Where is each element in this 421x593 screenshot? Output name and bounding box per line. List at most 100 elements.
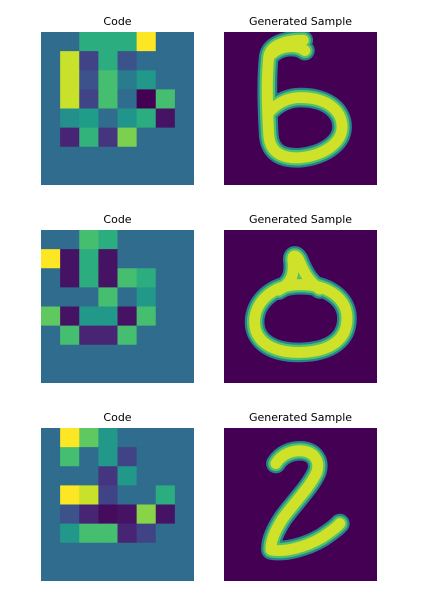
code-cell [60,504,80,525]
code-cell [174,542,194,563]
code-cell [98,127,119,148]
code-cell [79,363,99,383]
code-title: Code [103,213,132,226]
code-cell [174,363,194,383]
code-cell [60,127,80,148]
code-cell [117,32,138,52]
code-cell [155,363,176,383]
code-cell [174,146,194,167]
code-cell [174,108,194,129]
code-cell [136,108,157,129]
code-cell [98,146,119,167]
code-cell [174,344,194,365]
code-cell [41,363,61,383]
code-cell [60,428,80,448]
code-cell [174,70,194,90]
code-cell [98,230,119,250]
code-cell [79,165,99,185]
code-cell [79,344,99,365]
code-cell [41,447,61,467]
code-cell [60,466,80,486]
code-cell [155,108,176,129]
code-cell [117,51,138,71]
code-cell [136,306,157,327]
code-cell [174,561,194,581]
code-cell [60,70,80,90]
code-cell [79,561,99,581]
code-cell [136,287,157,308]
code-cell [79,447,99,467]
code-cell [155,344,176,365]
code-cell [98,70,119,90]
code-cell [136,363,157,383]
code-cell [174,428,194,448]
code-cell [174,523,194,544]
code-cell [136,523,157,544]
code-cell [174,287,194,308]
code-cell [174,447,194,467]
code-cell [155,287,176,308]
code-cell [98,363,119,383]
digit-stroke [265,445,346,556]
code-cell [155,32,176,52]
code-cell [41,249,61,269]
code-cell [98,108,119,129]
code-cell [41,466,61,486]
code-cell [98,542,119,563]
code-cell [117,249,138,269]
code-cell [98,249,119,269]
code-cell [60,523,80,544]
code-cell [155,89,176,110]
code-cell [117,325,138,346]
code-cell [98,165,119,185]
code-cell [117,230,138,250]
code-cell [174,485,194,506]
code-cell [79,70,99,90]
code-cell [136,428,157,448]
code-cell [41,325,61,346]
code-cell [117,268,138,288]
code-cell [41,146,61,167]
code-cell [79,287,99,308]
code-cell [60,230,80,250]
code-cell [136,561,157,581]
code-cell [41,542,61,563]
code-cell [60,485,80,506]
code-cell [155,146,176,167]
code-cell [136,542,157,563]
code-cell [60,108,80,129]
code-title: Code [103,411,132,424]
code-cell [117,561,138,581]
code-cell [155,268,176,288]
code-cell [79,146,99,167]
code-cell [98,466,119,486]
code-cell [60,561,80,581]
code-cell [117,127,138,148]
code-cell [136,127,157,148]
code-cell [136,504,157,525]
code-cell [174,165,194,185]
code-heatmap [41,230,194,383]
digit-stroke [264,41,311,61]
code-cell [60,89,80,110]
digit-stroke [249,279,353,358]
code-cell [79,108,99,129]
code-cell [136,51,157,71]
code-cell [136,325,157,346]
code-cell [79,89,99,110]
code-cell [41,344,61,365]
code-cell [79,325,99,346]
code-cell [41,230,61,250]
code-cell [60,249,80,269]
code-cell [98,89,119,110]
code-cell [117,485,138,506]
code-cell [79,485,99,506]
code-cell [136,89,157,110]
digit-glyph [257,32,352,168]
digit-glyph [244,246,357,363]
code-cell [155,428,176,448]
code-cell [155,127,176,148]
code-cell [79,504,99,525]
code-cell [136,230,157,250]
code-cell [174,466,194,486]
